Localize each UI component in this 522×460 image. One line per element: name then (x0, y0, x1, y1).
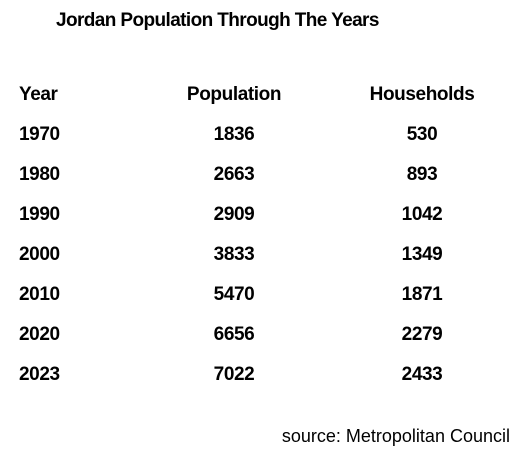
population-cell: 3833 (213, 244, 255, 265)
year-cell: 1990 (19, 204, 60, 225)
population-cell: 7022 (213, 364, 255, 385)
population-cell: 5470 (213, 284, 255, 305)
population-cell: 2663 (213, 164, 255, 185)
households-cell: 1349 (401, 244, 443, 265)
households-cell: 893 (406, 164, 438, 185)
year-cell: 2010 (19, 284, 60, 305)
households-cell: 1042 (401, 204, 443, 225)
header-households: Households (369, 84, 475, 105)
population-table: Year Population Households 1970 1836 530 19… (19, 84, 475, 385)
header-year: Year (19, 84, 58, 105)
year-cell: 1980 (19, 164, 60, 185)
households-cell: 1871 (401, 284, 443, 305)
year-cell: 2023 (19, 364, 60, 385)
population-cell: 2909 (213, 204, 255, 225)
households-cell: 2433 (401, 364, 443, 385)
households-cell: 2279 (401, 324, 443, 345)
population-cell: 6656 (213, 324, 255, 345)
year-cell: 2020 (19, 324, 60, 345)
population-cell: 1836 (213, 124, 255, 145)
households-cell: 530 (406, 124, 438, 145)
year-cell: 2000 (19, 244, 60, 265)
year-cell: 1970 (19, 124, 60, 145)
header-population: Population (186, 84, 282, 105)
source-note: source: Metropolitan Council (281, 426, 510, 446)
table-title: Jordan Population Through The Years (56, 10, 379, 31)
